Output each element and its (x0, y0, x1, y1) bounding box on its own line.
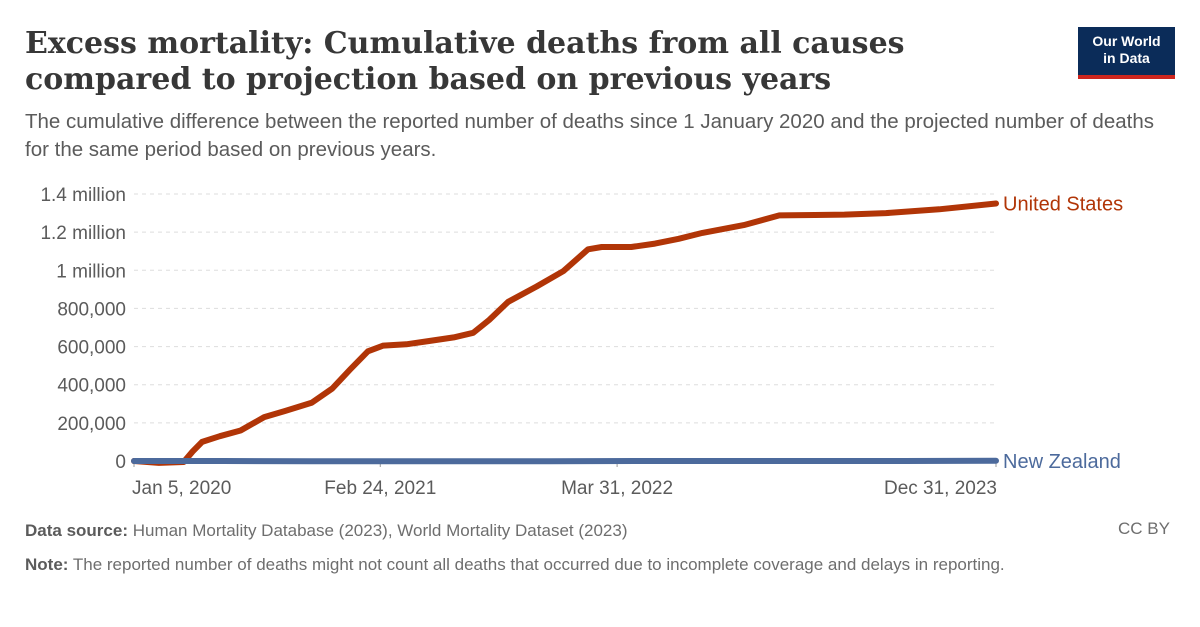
y-tick-label: 200,000 (57, 414, 126, 435)
series-line-united-states[interactable] (131, 200, 999, 466)
y-tick-label: 0 (115, 452, 126, 473)
logo-line-2: in Data (1103, 50, 1150, 66)
y-tick-label: 1.4 million (40, 185, 126, 206)
license-link[interactable]: CC BY (1118, 519, 1170, 538)
x-tick-label: Feb 24, 2021 (324, 478, 436, 499)
chart-note: Note: The reported number of deaths migh… (25, 553, 1175, 577)
y-tick-label: 1.2 million (40, 223, 126, 244)
chart-subtitle: The cumulative difference between the re… (25, 110, 1154, 161)
y-tick-label: 600,000 (57, 338, 126, 359)
x-tick-label: Dec 31, 2023 (884, 478, 997, 499)
y-tick-label: 800,000 (57, 299, 126, 320)
series-label-united-states[interactable]: United States (1003, 194, 1123, 216)
x-tick-label: Jan 5, 2020 (132, 478, 231, 499)
note-text: The reported number of deaths might not … (68, 555, 1005, 574)
data-source-text[interactable]: Human Mortality Database (2023), World M… (127, 521, 628, 540)
chart-title: Excess mortality: Cumulative deaths from… (25, 26, 905, 97)
x-tick-label: Mar 31, 2022 (561, 478, 673, 499)
y-tick-label: 400,000 (57, 376, 126, 397)
logo-line-1: Our World (1092, 33, 1161, 49)
data-source-label: Data source: (25, 521, 128, 540)
data-source: Data source: Human Mortality Database (2… (25, 519, 1175, 543)
series-label-new-zealand[interactable]: New Zealand (1003, 451, 1121, 473)
note-label: Note: (25, 555, 69, 574)
owid-logo[interactable]: Our World in Data (1078, 27, 1175, 79)
y-tick-label: 1 million (56, 261, 126, 282)
